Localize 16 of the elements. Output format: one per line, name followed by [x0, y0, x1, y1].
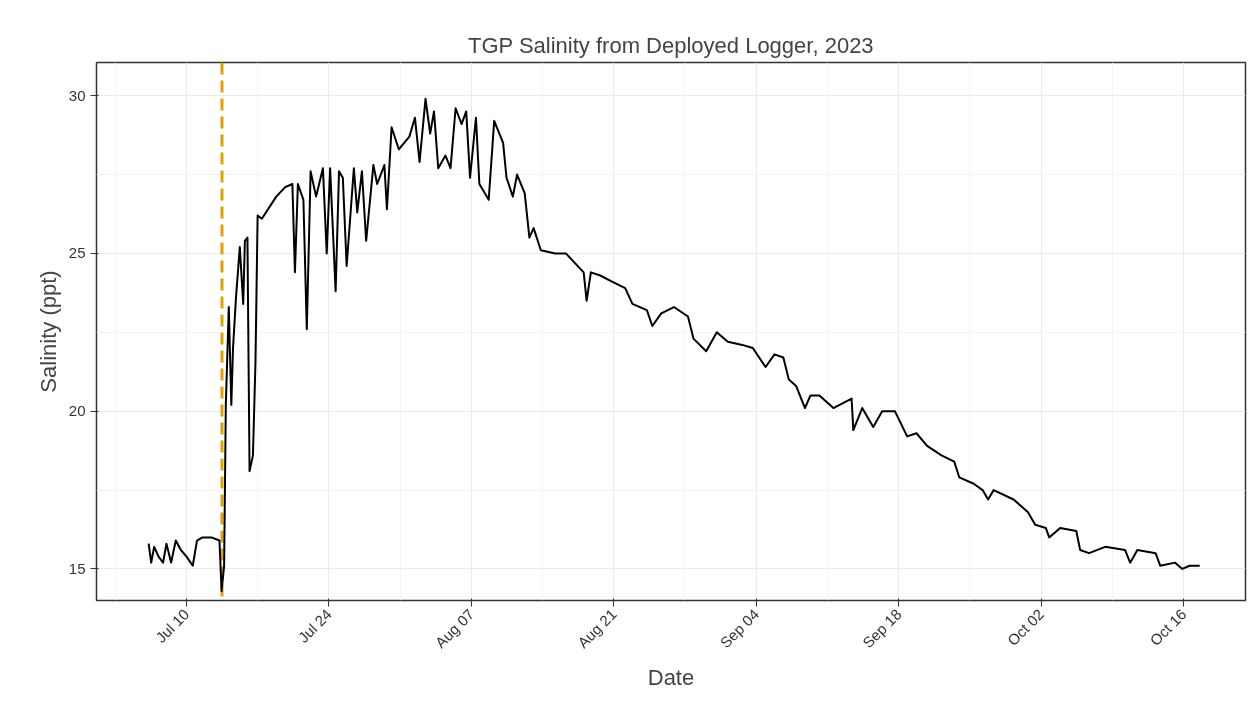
- x-tick-label: Jul 10: [152, 605, 193, 646]
- x-tick-label: Aug 21: [574, 605, 620, 652]
- y-tick-label: 15: [68, 559, 86, 577]
- y-tick-label: 25: [68, 244, 86, 262]
- x-tick-label: Sep 18: [859, 605, 905, 652]
- chart-title: TGP Salinity from Deployed Logger, 2023: [468, 32, 874, 58]
- x-tick-label: Jul 24: [294, 605, 335, 646]
- y-tick-label: 30: [68, 86, 86, 104]
- x-tick-label: Sep 04: [716, 605, 763, 652]
- y-tick-label: 20: [68, 402, 86, 420]
- x-tick-label: Oct 02: [1003, 605, 1048, 649]
- x-tick-label: Oct 16: [1146, 605, 1190, 649]
- x-axis-title: Date: [647, 665, 695, 691]
- line-series: [147, 97, 1201, 593]
- y-axis-title: Salinity (ppt): [35, 270, 61, 393]
- x-tick-label: Aug 07: [431, 605, 478, 652]
